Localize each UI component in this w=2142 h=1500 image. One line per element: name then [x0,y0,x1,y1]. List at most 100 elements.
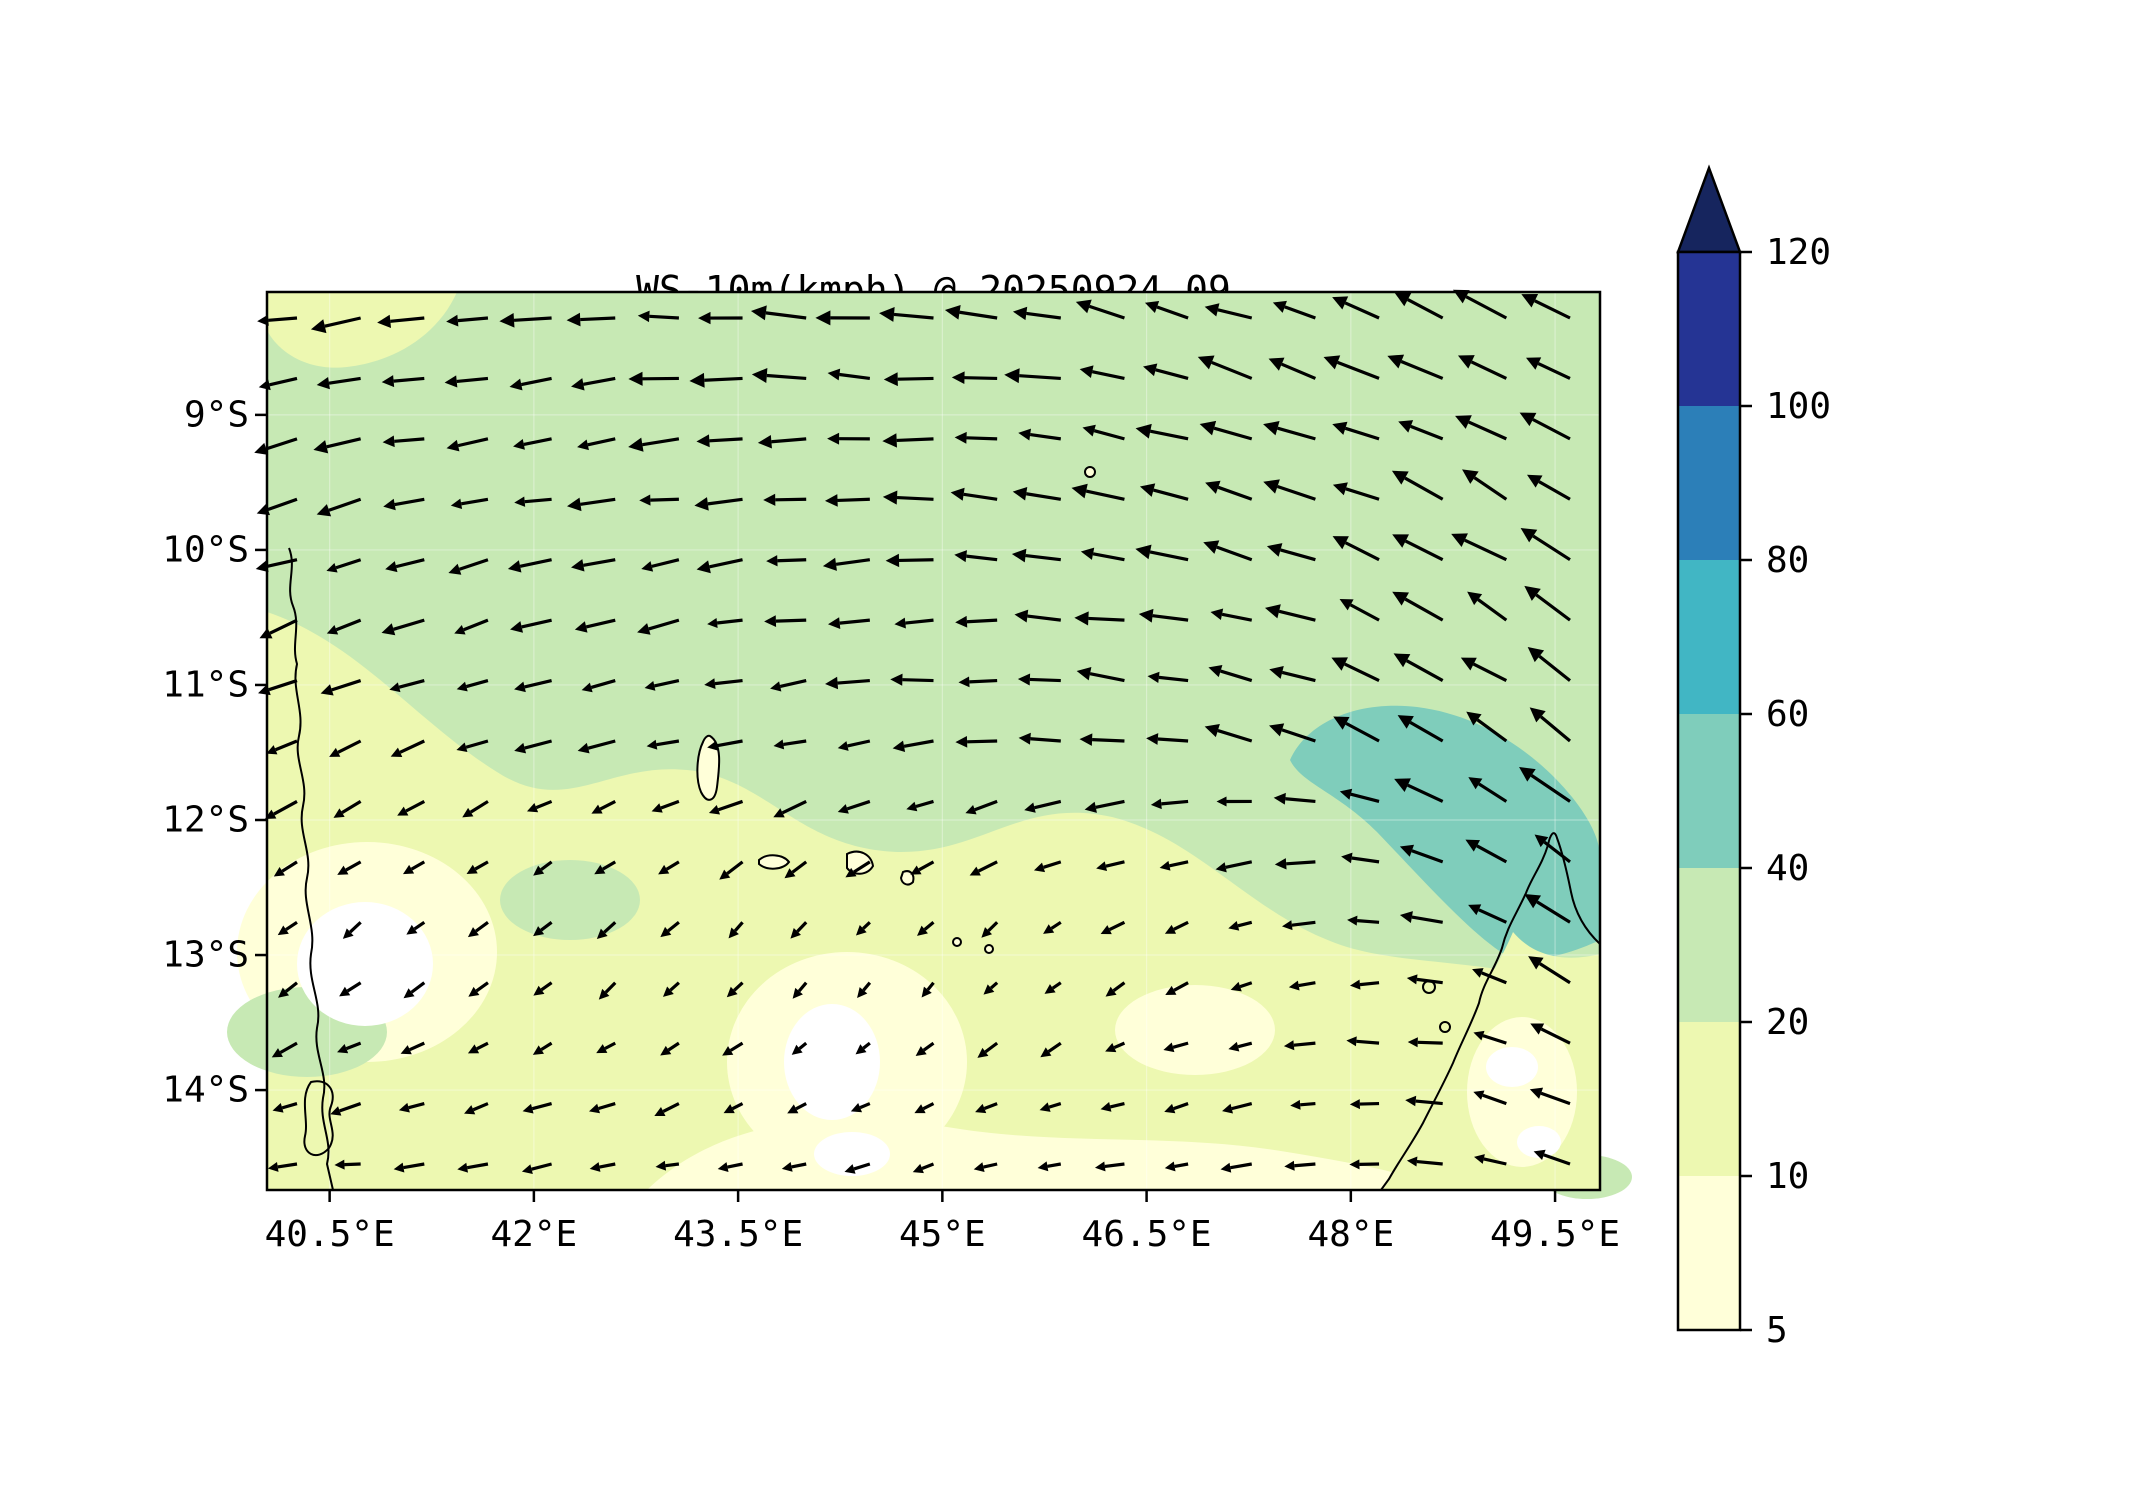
wind-arrow-shaft [268,679,298,692]
wind-arrow-head [339,986,351,997]
contour-band-5-10-east [1115,985,1275,1075]
wind-arrow-head [397,806,409,816]
wind-arrow-head [1527,646,1545,663]
wind-arrow-head [522,1103,534,1114]
wind-arrow-head [1399,844,1415,857]
wind-arrow-shaft [918,860,935,872]
wind-arrow-shaft [1089,672,1125,683]
wind-arrow-shaft [1359,1101,1380,1106]
colorbar-segment [1678,252,1740,406]
wind-arrow-shaft [846,799,871,811]
wind-arrow-head [267,1162,279,1172]
wind-arrow-shaft [791,1162,807,1169]
wind-arrow-head [402,864,415,875]
wind-arrow-head [1220,1162,1232,1173]
wind-arrow-shaft [987,921,999,932]
wind-arrow-shaft [837,678,870,685]
wind-arrow-shaft [898,558,934,563]
wind-arrow-head [403,988,415,999]
wind-arrow-head [792,987,803,999]
wind-arrow-shaft [1344,426,1380,441]
wind-arrow-shaft [1416,977,1443,985]
wind-arrow-head [983,984,995,995]
wind-arrow-head [577,742,590,754]
colorbar-segment [1678,1022,1740,1176]
wind-arrow-shaft [726,860,744,875]
wind-arrow-shaft [590,679,616,689]
wind-arrow-shaft [984,1041,999,1054]
wind-arrow-shaft [862,1041,871,1050]
wind-arrow-shaft [1284,305,1316,320]
wind-arrow-head [1407,1037,1418,1048]
wind-arrow-head [791,1044,803,1055]
wind-arrow-head [704,678,716,689]
wind-arrow-head [255,560,269,573]
wind-arrow-shaft [650,497,679,502]
wind-arrow-head [466,864,478,875]
wind-arrow-shaft [1278,609,1316,622]
wind-arrow-shaft [403,1162,425,1170]
wind-arrow-shaft [285,920,298,931]
wind-arrow-shaft [1351,856,1380,864]
wind-arrow-head [1521,294,1539,308]
wind-arrow-head [533,985,545,996]
wind-arrow-head [390,747,403,757]
wind-arrow-shaft [1537,362,1571,380]
wind-arrow-head [637,623,651,635]
wind-arrow-head [857,987,868,998]
wind-arrow-shaft [1027,614,1061,622]
contour-band-lt5-center [784,1004,880,1120]
wind-arrow-shaft [465,679,489,689]
wind-arrow-head [773,808,785,818]
wind-arrow-head [915,1046,927,1057]
wind-arrow-shaft [915,799,934,809]
wind-arrow-shaft [1034,799,1062,810]
wind-arrow-head [1082,424,1096,437]
wind-arrow-head [955,735,968,748]
wind-arrow-shaft [524,497,552,504]
wind-arrow-head [1332,536,1349,550]
wind-arrow-head [662,986,674,997]
map-plot [227,289,1632,1202]
wind-arrow-head [450,498,463,510]
wind-arrow-head [462,807,474,818]
wind-arrow-shaft [393,618,425,631]
wind-arrow-shaft [598,1102,616,1111]
wind-arrow-head [1462,469,1479,484]
wind-arrow-shaft [779,679,807,688]
wind-arrow-shaft [1030,737,1061,743]
wind-arrow-head [330,1106,342,1116]
wind-arrow-shaft [465,739,489,749]
wind-arrow-shaft [1231,1102,1253,1111]
wind-arrow-shaft [669,981,680,992]
wind-arrow-head [975,1103,987,1114]
wind-arrow-head [1197,355,1215,370]
wind-arrow-shaft [1225,860,1253,869]
wind-arrow-head [1466,711,1482,726]
wind-arrow-head [310,319,327,334]
wind-arrow-head [1281,920,1293,931]
wind-arrow-head [827,368,841,381]
wind-arrow-head [1033,862,1046,873]
wind-arrow-shaft [1026,311,1062,320]
wind-arrow-head [1468,904,1482,916]
wind-arrow-head [510,621,523,633]
wind-arrow-head [1012,487,1028,501]
wind-arrow-head [698,311,711,325]
wind-arrow-shaft [1239,981,1253,989]
wind-arrow-head [1272,300,1287,313]
coastline-islet-center-1 [952,937,962,947]
wind-arrow-head [1350,979,1361,990]
wind-arrow-head [377,314,391,328]
wind-arrow-shaft [665,1162,680,1168]
wind-arrow-shaft [1415,1099,1443,1106]
wind-arrow-head [532,1045,544,1055]
wind-arrow-shaft [1051,981,1062,990]
wind-arrow-shaft [324,316,362,328]
wind-arrow-head [316,504,332,517]
wind-arrow-shaft [717,799,744,812]
wind-arrow-shaft [1230,1162,1253,1170]
wind-arrow-shaft [896,495,934,501]
colorbar-segment [1678,868,1740,1022]
wind-arrow-head [326,562,338,573]
